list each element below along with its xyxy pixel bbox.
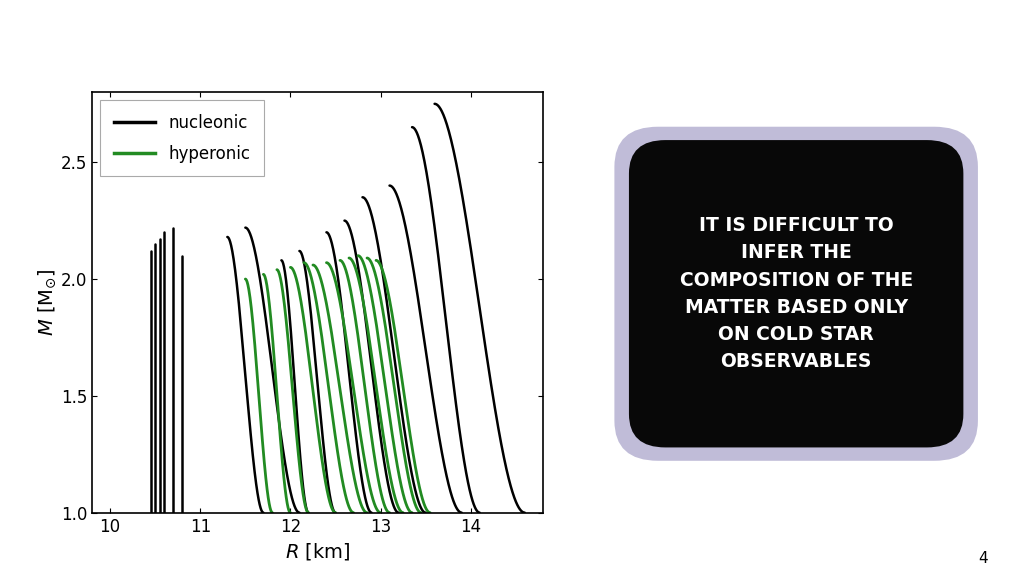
Text: 4: 4 (979, 551, 988, 566)
Text: IT IS DIFFICULT TO
INFER THE
COMPOSITION OF THE
MATTER BASED ONLY
ON COLD STAR
O: IT IS DIFFICULT TO INFER THE COMPOSITION… (680, 216, 912, 372)
FancyBboxPatch shape (614, 127, 978, 461)
Legend: nucleonic, hyperonic: nucleonic, hyperonic (100, 100, 264, 176)
X-axis label: $R$ [km]: $R$ [km] (285, 541, 350, 562)
Text: Characteristics of hyperonic equations of state II: Characteristics of hyperonic equations o… (158, 19, 866, 47)
FancyBboxPatch shape (629, 140, 964, 448)
Y-axis label: $M$ [M$_{\odot}$]: $M$ [M$_{\odot}$] (37, 268, 58, 336)
